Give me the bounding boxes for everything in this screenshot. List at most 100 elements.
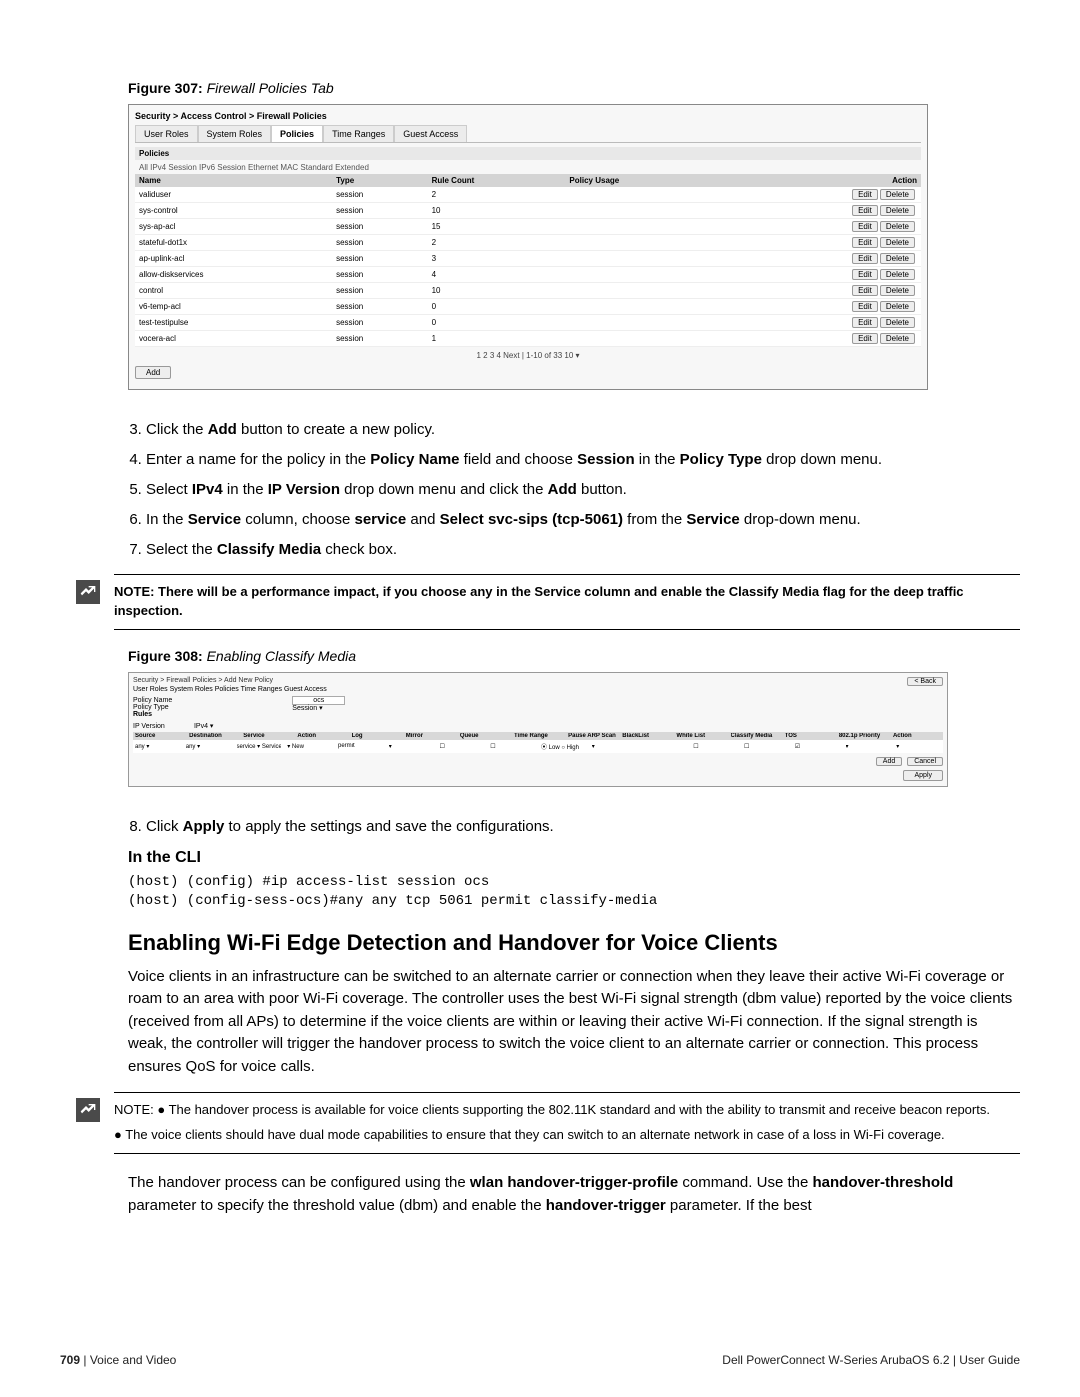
policy-type-field[interactable]: Session ▾ xyxy=(292,705,322,712)
figure-307-title: Firewall Policies Tab xyxy=(207,80,334,96)
edit-button[interactable]: Edit xyxy=(852,285,878,296)
page-footer: 709 | Voice and Video Dell PowerConnect … xyxy=(60,1353,1020,1367)
rule-cell[interactable]: any ▾ xyxy=(135,743,180,750)
table-row: stateful-dot1xsession2EditDelete xyxy=(135,235,921,251)
row-add-button[interactable]: Add xyxy=(876,757,902,766)
col-classify-media: Classify Media xyxy=(731,733,779,739)
delete-button[interactable]: Delete xyxy=(880,189,915,200)
col-log: Log xyxy=(352,733,400,739)
delete-button[interactable]: Delete xyxy=(880,301,915,312)
tab-time-ranges[interactable]: Time Ranges xyxy=(323,125,394,142)
note-icon xyxy=(76,580,100,604)
figure-308-title: Enabling Classify Media xyxy=(207,648,356,664)
rule-cell[interactable]: any ▾ xyxy=(186,743,231,750)
rule-cell[interactable]: ▾ New xyxy=(287,743,332,750)
delete-button[interactable]: Delete xyxy=(880,253,915,264)
delete-button[interactable]: Delete xyxy=(880,205,915,216)
row-cancel-button[interactable]: Cancel xyxy=(907,757,943,766)
col-queue: Queue xyxy=(460,733,508,739)
note-handover: NOTE: ● The handover process is availabl… xyxy=(114,1092,1020,1154)
rule-cell[interactable]: ▾ xyxy=(846,743,891,750)
col-destination: Destination xyxy=(189,733,237,739)
delete-button[interactable]: Delete xyxy=(880,221,915,232)
rules-header-row: SourceDestinationServiceActionLogMirrorQ… xyxy=(133,732,943,740)
edit-button[interactable]: Edit xyxy=(852,317,878,328)
delete-button[interactable]: Delete xyxy=(880,333,915,344)
col-service: Service xyxy=(243,733,291,739)
figure-308-screenshot: < Back Security > Firewall Policies > Ad… xyxy=(128,672,948,787)
col-name: Name xyxy=(135,174,332,187)
delete-button[interactable]: Delete xyxy=(880,269,915,280)
footer-section: Voice and Video xyxy=(90,1353,177,1367)
table-row: sys-ap-aclsession15EditDelete xyxy=(135,219,921,235)
col-type: Type xyxy=(332,174,428,187)
delete-button[interactable]: Delete xyxy=(880,237,915,248)
rule-cell[interactable]: ☐ xyxy=(440,743,485,750)
ip-version-field[interactable]: IPv4 ▾ xyxy=(194,723,213,730)
step-6: In the Service column, choose service an… xyxy=(146,508,1020,532)
footer-right: Dell PowerConnect W-Series ArubaOS 6.2 |… xyxy=(722,1353,1020,1367)
rule-cell[interactable]: ☐ xyxy=(744,743,789,750)
edit-button[interactable]: Edit xyxy=(852,333,878,344)
paragraph-2: The handover process can be configured u… xyxy=(128,1172,1020,1217)
page-number: 709 xyxy=(60,1353,80,1367)
cli-block: (host) (config) #ip access-list session … xyxy=(128,873,1020,912)
col-action: Action xyxy=(893,733,941,739)
figure-307-caption: Figure 307: Firewall Policies Tab xyxy=(128,80,1020,96)
rules-label: Rules xyxy=(133,711,152,718)
add-button[interactable]: Add xyxy=(135,366,171,379)
table-row: vocera-aclsession1EditDelete xyxy=(135,331,921,347)
tab-bar: User RolesSystem RolesPoliciesTime Range… xyxy=(135,125,921,143)
edit-button[interactable]: Edit xyxy=(852,253,878,264)
figure-308-label: Figure 308: xyxy=(128,648,203,664)
step-3: Click the Add button to create a new pol… xyxy=(146,418,1020,442)
tab-policies[interactable]: Policies xyxy=(271,125,323,142)
table-row: allow-diskservicessession4EditDelete xyxy=(135,267,921,283)
figure-308-caption: Figure 308: Enabling Classify Media xyxy=(128,648,1020,664)
col-usage: Policy Usage xyxy=(565,174,722,187)
policies-table: Name Type Rule Count Policy Usage Action… xyxy=(135,174,921,347)
edit-button[interactable]: Edit xyxy=(852,269,878,280)
table-row: v6-temp-aclsession0EditDelete xyxy=(135,299,921,315)
policy-type-label: Policy Type xyxy=(133,704,169,711)
delete-button[interactable]: Delete xyxy=(880,317,915,328)
edit-button[interactable]: Edit xyxy=(852,189,878,200)
tabs-308: User Roles System Roles Policies Time Ra… xyxy=(133,686,943,693)
note-handover-line1: NOTE: ● The handover process is availabl… xyxy=(114,1101,1020,1120)
edit-button[interactable]: Edit xyxy=(852,205,878,216)
paragraph-1: Voice clients in an infrastructure can b… xyxy=(128,966,1020,1079)
rule-cell[interactable]: ▾ xyxy=(592,743,637,750)
apply-button[interactable]: Apply xyxy=(903,770,943,781)
rule-cell[interactable]: service ▾ Service: svc-sips (tcp-5061) xyxy=(237,743,282,750)
cli-heading: In the CLI xyxy=(128,849,1020,867)
rule-cell[interactable]: ☑ xyxy=(795,743,840,750)
tab-user-roles[interactable]: User Roles xyxy=(135,125,198,142)
edit-button[interactable]: Edit xyxy=(852,237,878,248)
edit-button[interactable]: Edit xyxy=(852,301,878,312)
back-button[interactable]: < Back xyxy=(907,677,943,686)
col-blacklist: BlackList xyxy=(622,733,670,739)
policy-subtabs: All IPv4 Session IPv6 Session Ethernet M… xyxy=(139,163,921,172)
section-heading: Enabling Wi-Fi Edge Detection and Handov… xyxy=(128,930,1020,956)
col-action: Action xyxy=(723,174,921,187)
table-row: validusersession2EditDelete xyxy=(135,187,921,203)
rule-cell[interactable]: permit xyxy=(338,743,383,749)
rule-cell[interactable]: ⦿ Low ○ High xyxy=(541,742,586,751)
steps-list-b: Click Apply to apply the settings and sa… xyxy=(146,815,1020,839)
col-rule: Rule Count xyxy=(428,174,566,187)
table-row: controlsession10EditDelete xyxy=(135,283,921,299)
rule-cell[interactable]: ☐ xyxy=(490,743,535,750)
col-tos: TOS xyxy=(785,733,833,739)
col-time-range: Time Range xyxy=(514,733,562,739)
rule-cell[interactable]: ▾ xyxy=(389,743,434,750)
rule-cell[interactable]: ☐ xyxy=(693,743,738,750)
edit-button[interactable]: Edit xyxy=(852,221,878,232)
policies-label: Policies xyxy=(139,149,169,158)
tab-guest-access[interactable]: Guest Access xyxy=(394,125,467,142)
rule-cell[interactable]: ▾ xyxy=(896,743,941,750)
delete-button[interactable]: Delete xyxy=(880,285,915,296)
col-pause-arp-scanning: Pause ARP Scanning xyxy=(568,733,616,739)
note-handover-line2: ● The voice clients should have dual mod… xyxy=(114,1126,1020,1145)
tab-system-roles[interactable]: System Roles xyxy=(198,125,272,142)
figure-307-screenshot: Security > Access Control > Firewall Pol… xyxy=(128,104,928,390)
